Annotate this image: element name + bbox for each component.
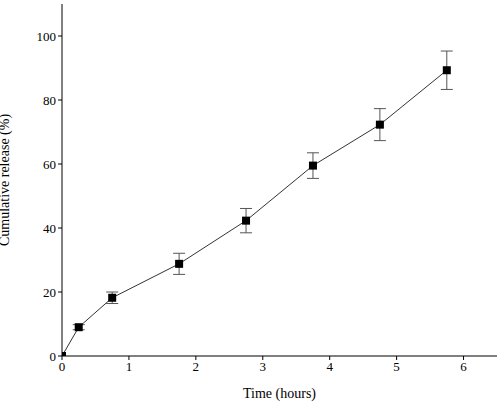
svg-text:0: 0 (59, 359, 66, 374)
svg-text:60: 60 (43, 157, 56, 172)
svg-text:1: 1 (126, 359, 133, 374)
svg-text:4: 4 (326, 359, 333, 374)
svg-text:6: 6 (460, 359, 467, 374)
svg-text:20: 20 (43, 285, 56, 300)
svg-text:5: 5 (393, 359, 400, 374)
svg-text:100: 100 (37, 29, 57, 44)
svg-text:Time (hours): Time (hours) (243, 386, 316, 402)
svg-text:3: 3 (260, 359, 267, 374)
svg-text:40: 40 (43, 221, 56, 236)
svg-text:0: 0 (50, 349, 57, 364)
svg-text:2: 2 (193, 359, 200, 374)
svg-text:80: 80 (43, 93, 56, 108)
svg-text:Cumulative release (%): Cumulative release (%) (8, 114, 13, 247)
